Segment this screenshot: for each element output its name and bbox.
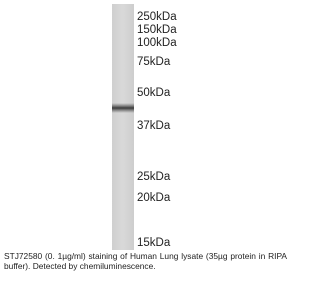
marker-label: 37kDa [137,120,171,132]
marker-label: 25kDa [137,171,171,183]
blot: 250kDa 150kDa 100kDa 75kDa 50kDa 37kDa 2… [0,0,291,250]
marker-label: 50kDa [137,87,171,99]
caption: STJ72580 (0. 1µg/ml) staining of Human L… [4,252,287,271]
marker-label: 20kDa [137,192,171,204]
band [112,103,134,113]
page: 250kDa 150kDa 100kDa 75kDa 50kDa 37kDa 2… [0,0,291,287]
marker-label: 100kDa [137,37,177,49]
marker-label: 150kDa [137,24,177,36]
lane [112,4,134,250]
marker-label: 250kDa [137,11,177,23]
marker-label: 75kDa [137,56,171,68]
marker-label: 15kDa [137,237,171,249]
